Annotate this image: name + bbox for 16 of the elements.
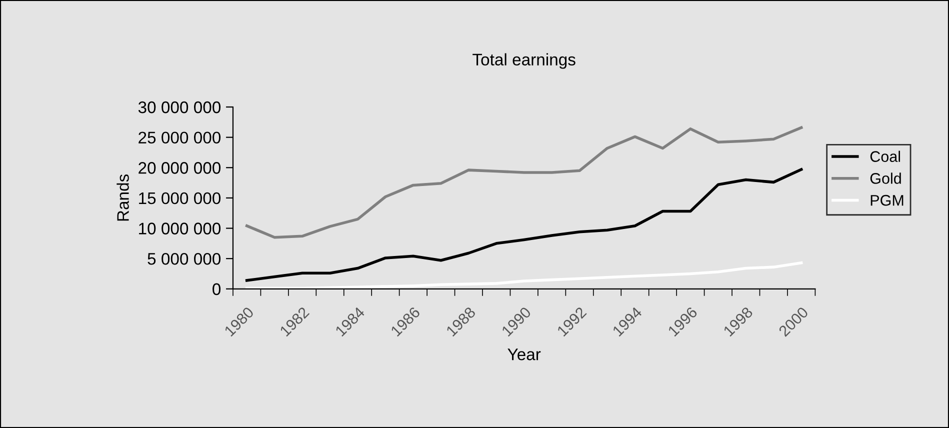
line-series — [245, 126, 803, 239]
line-series — [245, 168, 803, 282]
y-axis-title: Rands — [116, 174, 129, 221]
legend-label: Gold — [870, 172, 901, 184]
y-tick-label: 0 — [212, 283, 221, 296]
y-tick-label: 20 000 000 — [138, 162, 221, 174]
legend-label: PGM — [870, 194, 904, 206]
y-tick-label: 30 000 000 — [138, 101, 221, 114]
y-tick-label: 5 000 000 — [148, 252, 221, 265]
line-series — [245, 261, 803, 289]
y-tick-label: 15 000 000 — [139, 192, 221, 204]
x-axis-title: Year — [508, 348, 541, 360]
y-tick-label: 25 000 000 — [138, 132, 221, 144]
legend-label: Coal — [870, 150, 900, 162]
chart-title: Total earnings — [472, 53, 576, 69]
y-tick-label: 10 000 000 — [139, 222, 221, 234]
